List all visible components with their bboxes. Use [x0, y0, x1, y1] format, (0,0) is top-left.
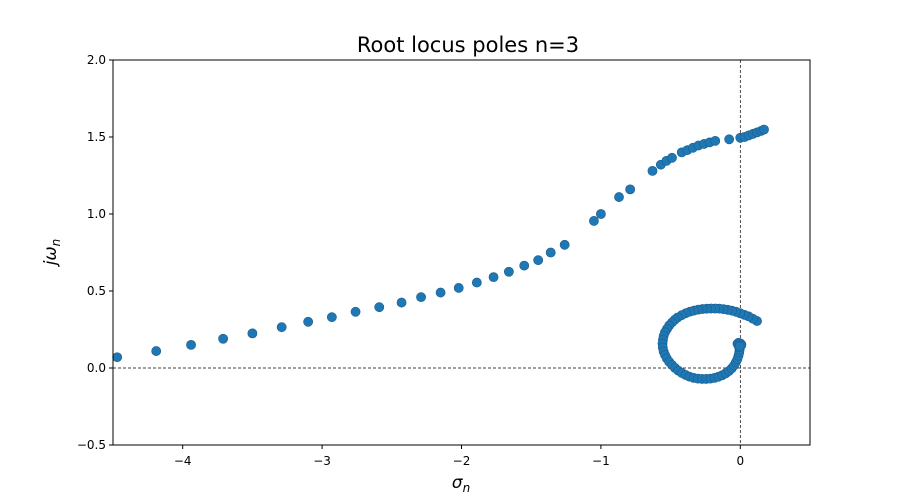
y-tick-label: 2.0 — [87, 53, 106, 67]
chart-title: Root locus poles n=3 — [357, 33, 579, 57]
data-point — [112, 352, 123, 363]
x-tick-label: −4 — [174, 454, 192, 468]
data-point — [724, 134, 735, 145]
data-points — [112, 124, 769, 384]
y-tick-label: 0.0 — [87, 361, 106, 375]
data-point — [533, 255, 544, 266]
data-point — [734, 341, 745, 352]
x-axis-label-base: σ — [452, 473, 464, 493]
data-point — [596, 209, 606, 219]
data-point — [545, 247, 556, 258]
x-tick-label: 0 — [736, 454, 744, 468]
x-tick-label: −2 — [453, 454, 471, 468]
data-point — [276, 322, 287, 333]
y-axis-label-base: ω — [41, 246, 61, 260]
data-point — [218, 333, 229, 344]
data-point — [614, 192, 624, 202]
data-point — [186, 339, 196, 350]
x-axis-label: σn — [452, 473, 470, 495]
data-point — [326, 312, 337, 323]
data-point — [303, 316, 314, 327]
data-point — [416, 292, 426, 303]
data-point — [374, 302, 385, 313]
data-point — [519, 260, 530, 271]
data-point — [503, 266, 514, 277]
data-point — [710, 135, 721, 146]
data-point — [647, 165, 658, 176]
data-point — [247, 328, 258, 339]
x-axis-label-subscript: n — [463, 481, 471, 495]
y-axis-ticks: −0.5 0.0 0.5 1.0 1.5 2.0 — [77, 53, 113, 452]
y-tick-label: 1.5 — [87, 130, 106, 144]
data-point — [453, 283, 464, 293]
data-point — [435, 287, 446, 298]
data-point — [471, 277, 482, 288]
x-tick-label: −1 — [592, 454, 610, 468]
y-tick-label: 1.0 — [87, 207, 106, 221]
y-tick-label: 0.5 — [87, 284, 106, 298]
data-point — [589, 216, 599, 226]
data-point — [151, 346, 162, 356]
data-point — [667, 152, 677, 163]
reference-lines — [113, 60, 810, 445]
y-axis-label-subscript: n — [49, 239, 63, 247]
y-axis-label: jωn — [41, 239, 63, 268]
data-point — [350, 306, 361, 317]
data-point — [625, 184, 636, 195]
data-point — [759, 124, 769, 135]
x-axis-ticks: −4 −3 −2 −1 0 — [174, 445, 744, 468]
y-tick-label: −0.5 — [77, 438, 106, 452]
x-tick-label: −3 — [313, 454, 331, 468]
y-axis-label-prefix: j — [41, 260, 61, 267]
plot-frame — [112, 59, 811, 446]
data-point — [559, 239, 570, 250]
data-point — [396, 297, 407, 308]
data-point — [488, 272, 499, 283]
